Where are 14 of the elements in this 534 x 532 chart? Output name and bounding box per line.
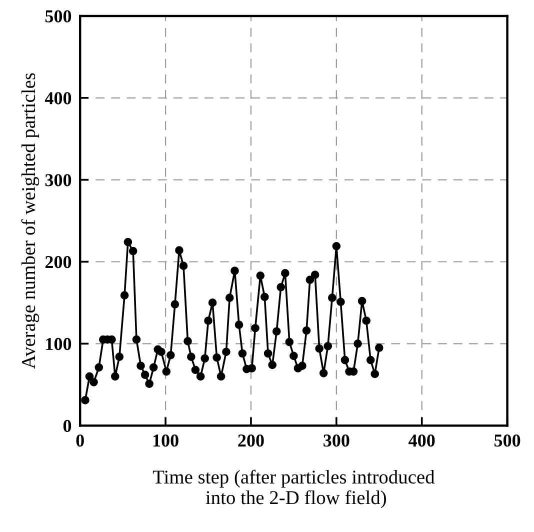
x-tick-label: 400	[408, 434, 435, 447]
y-axis-title: Average number of weighted particles	[21, 73, 40, 369]
y-tick-label: 500	[45, 10, 72, 22]
x-tick-label: 200	[238, 434, 264, 447]
x-axis-title: Time step (after particles introduced into the 2-D flow field)	[152, 470, 435, 508]
y-tick-label: 200	[45, 256, 72, 268]
x-tick-label: 100	[153, 434, 178, 447]
x-tick-label: 0	[76, 434, 84, 447]
y-tick-label: 0	[63, 420, 72, 432]
y-tick-label: 100	[46, 338, 72, 350]
x-tick-label: 300	[324, 434, 350, 447]
x-tick-label: 500	[494, 434, 520, 447]
y-tick-label: 400	[44, 92, 72, 104]
y-tick-label: 300	[45, 174, 72, 186]
